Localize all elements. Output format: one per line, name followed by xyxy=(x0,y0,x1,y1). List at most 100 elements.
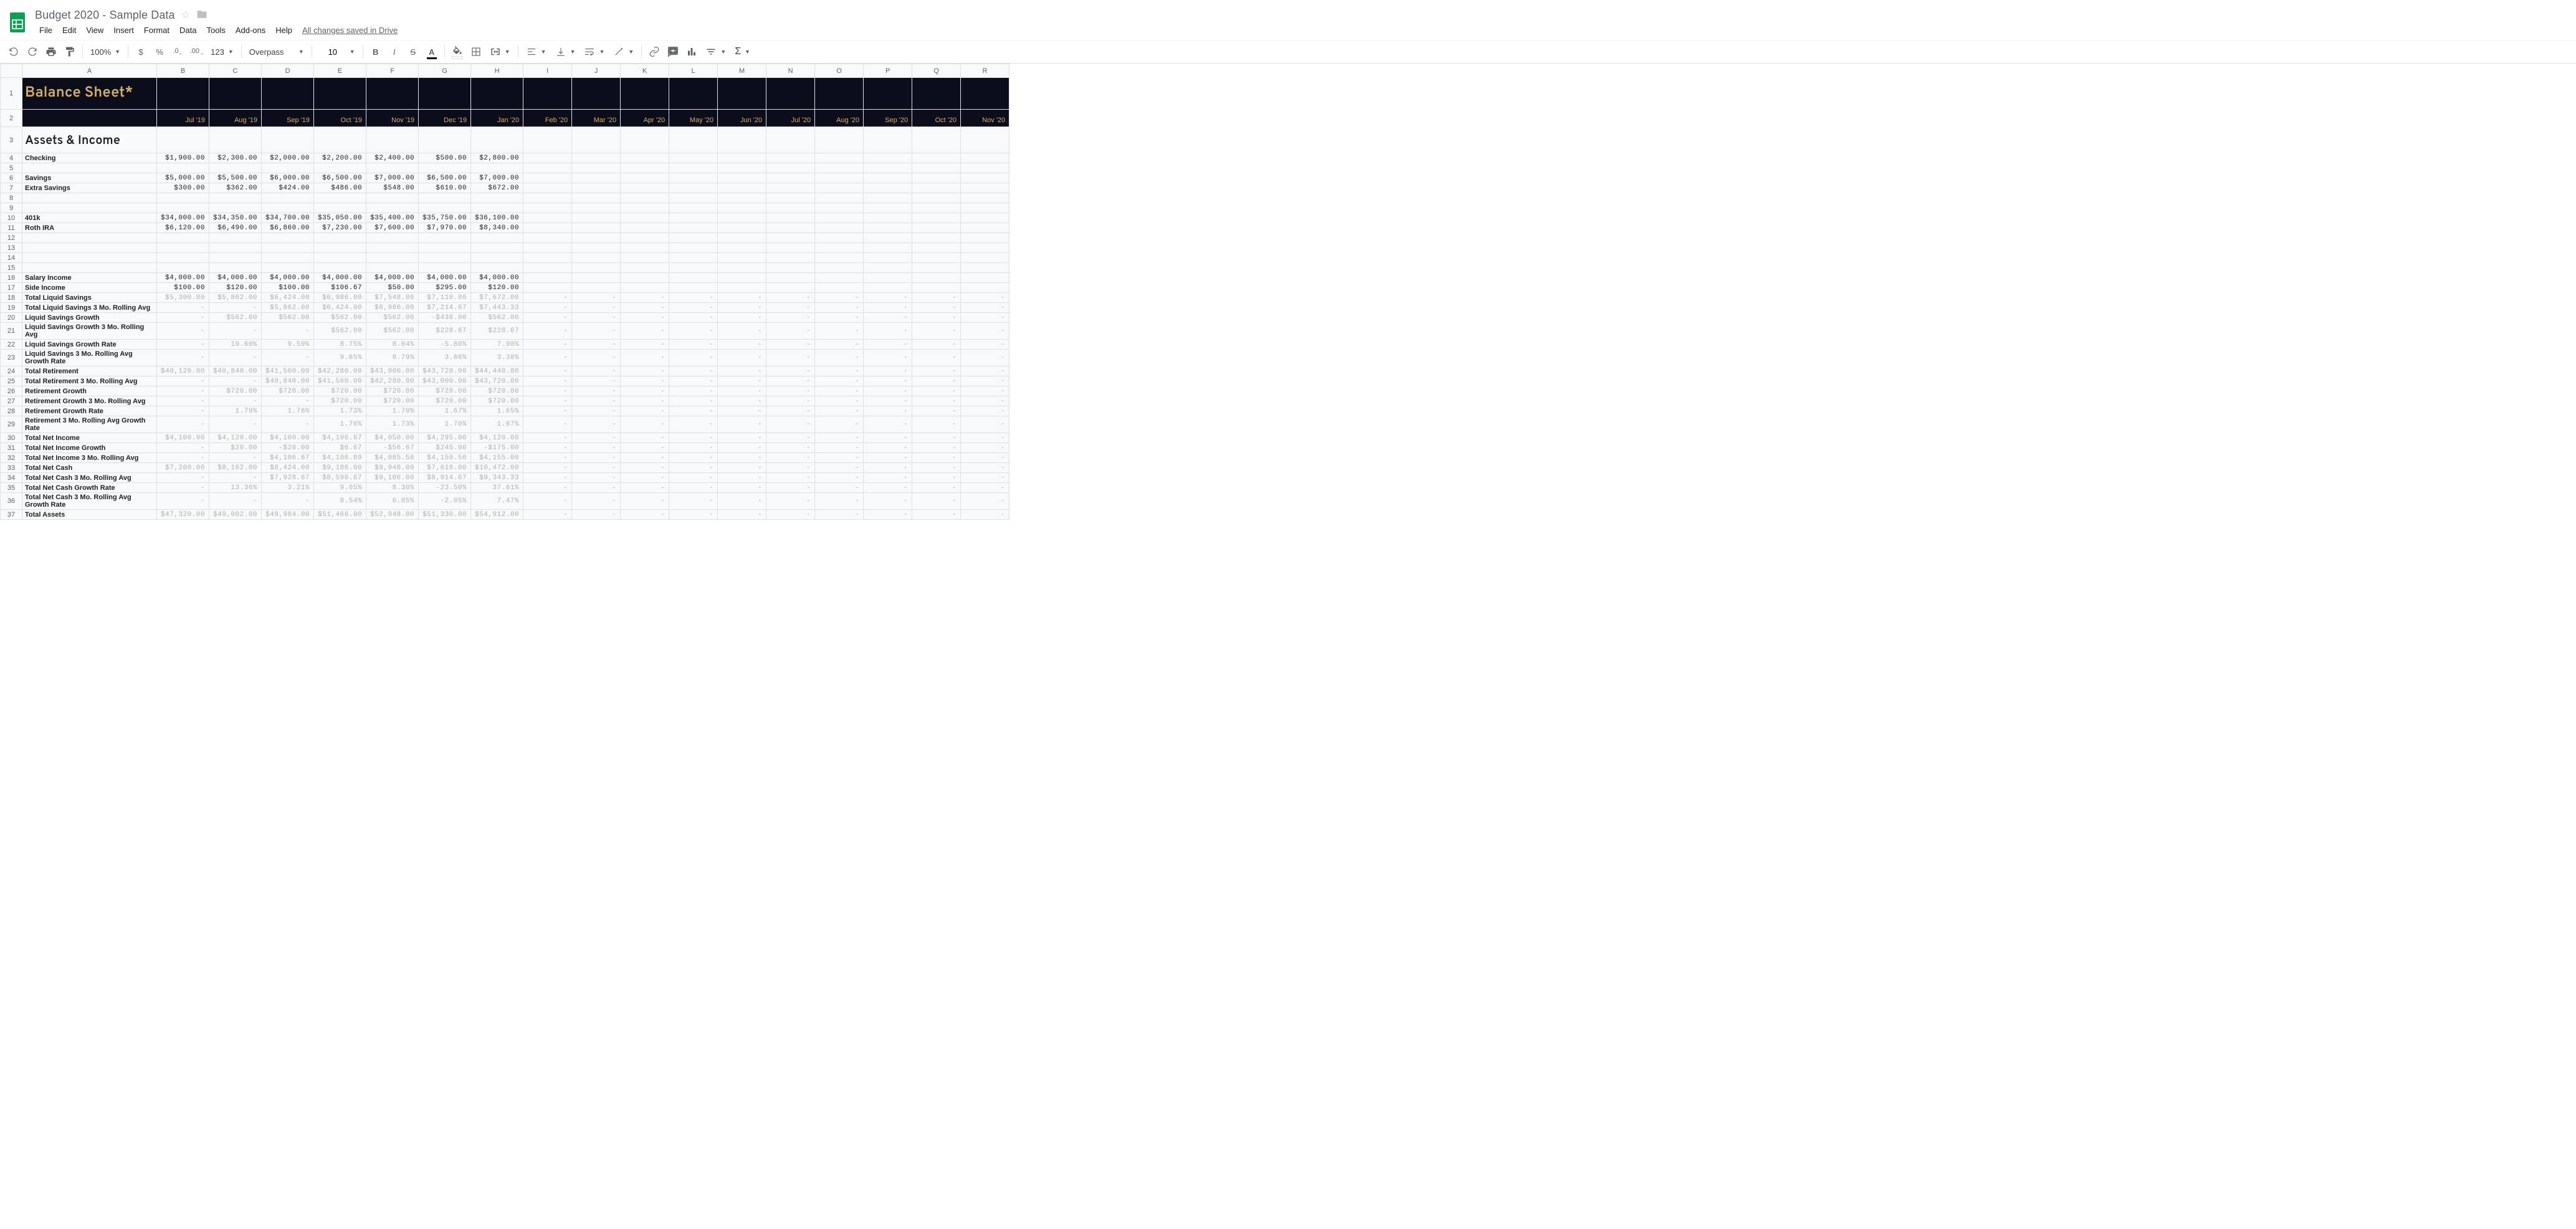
data-cell[interactable]: - xyxy=(718,350,766,366)
data-cell[interactable] xyxy=(669,173,718,183)
data-cell[interactable]: - xyxy=(864,366,912,376)
data-cell[interactable] xyxy=(815,223,864,233)
data-cell[interactable]: $300.00 xyxy=(157,183,209,193)
data-cell[interactable] xyxy=(961,213,1009,223)
row-label[interactable]: 401k xyxy=(22,213,157,223)
data-cell[interactable]: $424.00 xyxy=(262,183,314,193)
save-status[interactable]: All changes saved in Drive xyxy=(298,24,402,36)
data-cell[interactable]: $52,948.00 xyxy=(366,510,419,520)
data-cell[interactable] xyxy=(572,273,621,283)
data-cell[interactable]: - xyxy=(864,483,912,493)
row-label[interactable]: Total Net Income xyxy=(22,433,157,443)
data-cell[interactable]: - xyxy=(262,493,314,510)
merge-button[interactable]: ▼ xyxy=(486,44,514,59)
row-label[interactable]: Savings xyxy=(22,173,157,183)
data-cell[interactable]: - xyxy=(912,293,961,303)
borders-button[interactable] xyxy=(467,43,485,60)
data-cell[interactable]: $41,560.00 xyxy=(262,366,314,376)
row-label[interactable]: Retirement 3 Mo. Rolling Avg Growth Rate xyxy=(22,416,157,433)
data-cell[interactable]: - xyxy=(572,483,621,493)
data-cell[interactable]: $9,186.00 xyxy=(314,463,366,473)
data-cell[interactable] xyxy=(669,183,718,193)
data-cell[interactable]: - xyxy=(961,340,1009,350)
data-cell[interactable]: $51,330.00 xyxy=(419,510,471,520)
data-cell[interactable]: 1.79% xyxy=(209,406,262,416)
col-header-K[interactable]: K xyxy=(621,64,669,78)
data-cell[interactable]: 3.38% xyxy=(471,350,523,366)
row-header-18[interactable]: 18 xyxy=(1,293,22,303)
data-cell[interactable]: - xyxy=(864,340,912,350)
grid[interactable]: ABCDEFGHIJKLMNOPQR 1Balance Sheet*2Jul '… xyxy=(0,64,1009,520)
row-header-35[interactable]: 35 xyxy=(1,483,22,493)
rotate-button[interactable]: ▼ xyxy=(609,44,637,59)
data-cell[interactable]: $6,500.00 xyxy=(314,173,366,183)
month-header[interactable]: Mar '20 xyxy=(572,110,621,127)
data-cell[interactable]: $562.00 xyxy=(314,313,366,323)
data-cell[interactable]: - xyxy=(523,510,572,520)
menu-file[interactable]: File xyxy=(35,24,57,36)
data-cell[interactable]: 1.67% xyxy=(419,406,471,416)
data-cell[interactable]: - xyxy=(621,416,669,433)
row-label[interactable]: Total Retirement 3 Mo. Rolling Avg xyxy=(22,376,157,386)
data-cell[interactable]: $4,120.00 xyxy=(471,433,523,443)
data-cell[interactable]: -$56.67 xyxy=(366,443,419,453)
section-header[interactable]: Assets & Income xyxy=(22,127,157,153)
data-cell[interactable]: - xyxy=(572,323,621,340)
data-cell[interactable]: $35,050.00 xyxy=(314,213,366,223)
data-cell[interactable]: $6.67 xyxy=(314,443,366,453)
row-label[interactable]: Retirement Growth 3 Mo. Rolling Avg xyxy=(22,396,157,406)
data-cell[interactable] xyxy=(572,223,621,233)
doc-title[interactable]: Budget 2020 - Sample Data xyxy=(35,9,175,22)
data-cell[interactable]: $9,343.33 xyxy=(471,473,523,483)
data-cell[interactable]: $7,110.00 xyxy=(419,293,471,303)
data-cell[interactable]: - xyxy=(912,396,961,406)
data-cell[interactable]: $106.67 xyxy=(314,283,366,293)
data-cell[interactable]: - xyxy=(766,366,815,376)
data-cell[interactable]: - xyxy=(572,293,621,303)
data-cell[interactable]: 1.73% xyxy=(314,406,366,416)
data-cell[interactable]: - xyxy=(766,493,815,510)
data-cell[interactable]: - xyxy=(621,463,669,473)
data-cell[interactable]: $228.67 xyxy=(471,323,523,340)
data-cell[interactable]: 8.54% xyxy=(314,493,366,510)
data-cell[interactable]: - xyxy=(669,386,718,396)
data-cell[interactable] xyxy=(912,153,961,163)
data-cell[interactable] xyxy=(572,173,621,183)
data-cell[interactable]: $8,340.00 xyxy=(471,223,523,233)
data-cell[interactable]: - xyxy=(961,350,1009,366)
month-header[interactable]: Nov '19 xyxy=(366,110,419,127)
data-cell[interactable] xyxy=(523,153,572,163)
row-label[interactable]: Total Liquid Savings xyxy=(22,293,157,303)
row-header-22[interactable]: 22 xyxy=(1,340,22,350)
row-header-15[interactable]: 15 xyxy=(1,263,22,273)
data-cell[interactable]: - xyxy=(718,340,766,350)
data-cell[interactable]: - xyxy=(572,303,621,313)
col-header-R[interactable]: R xyxy=(961,64,1009,78)
data-cell[interactable]: $7,600.00 xyxy=(366,223,419,233)
data-cell[interactable]: - xyxy=(815,303,864,313)
data-cell[interactable]: - xyxy=(961,443,1009,453)
data-cell[interactable] xyxy=(961,153,1009,163)
data-cell[interactable]: - xyxy=(669,293,718,303)
data-cell[interactable]: $51,466.00 xyxy=(314,510,366,520)
data-cell[interactable] xyxy=(912,213,961,223)
data-cell[interactable]: $50.00 xyxy=(366,283,419,293)
data-cell[interactable]: - xyxy=(621,396,669,406)
data-cell[interactable]: - xyxy=(766,443,815,453)
data-cell[interactable]: - xyxy=(815,493,864,510)
zoom-select[interactable]: 100%▼ xyxy=(87,44,124,59)
data-cell[interactable]: - xyxy=(718,483,766,493)
column-headers[interactable]: ABCDEFGHIJKLMNOPQR xyxy=(1,64,1009,78)
data-cell[interactable] xyxy=(718,183,766,193)
data-cell[interactable]: -$175.00 xyxy=(471,443,523,453)
data-cell[interactable]: - xyxy=(718,406,766,416)
data-cell[interactable]: $43,000.00 xyxy=(419,376,471,386)
data-cell[interactable]: 8.75% xyxy=(314,340,366,350)
data-cell[interactable] xyxy=(961,183,1009,193)
data-cell[interactable]: $34,700.00 xyxy=(262,213,314,223)
data-cell[interactable]: - xyxy=(157,313,209,323)
row-label[interactable]: Total Net Income Growth xyxy=(22,443,157,453)
month-header[interactable]: Dec '19 xyxy=(419,110,471,127)
data-cell[interactable]: $100.00 xyxy=(262,283,314,293)
data-cell[interactable] xyxy=(961,283,1009,293)
